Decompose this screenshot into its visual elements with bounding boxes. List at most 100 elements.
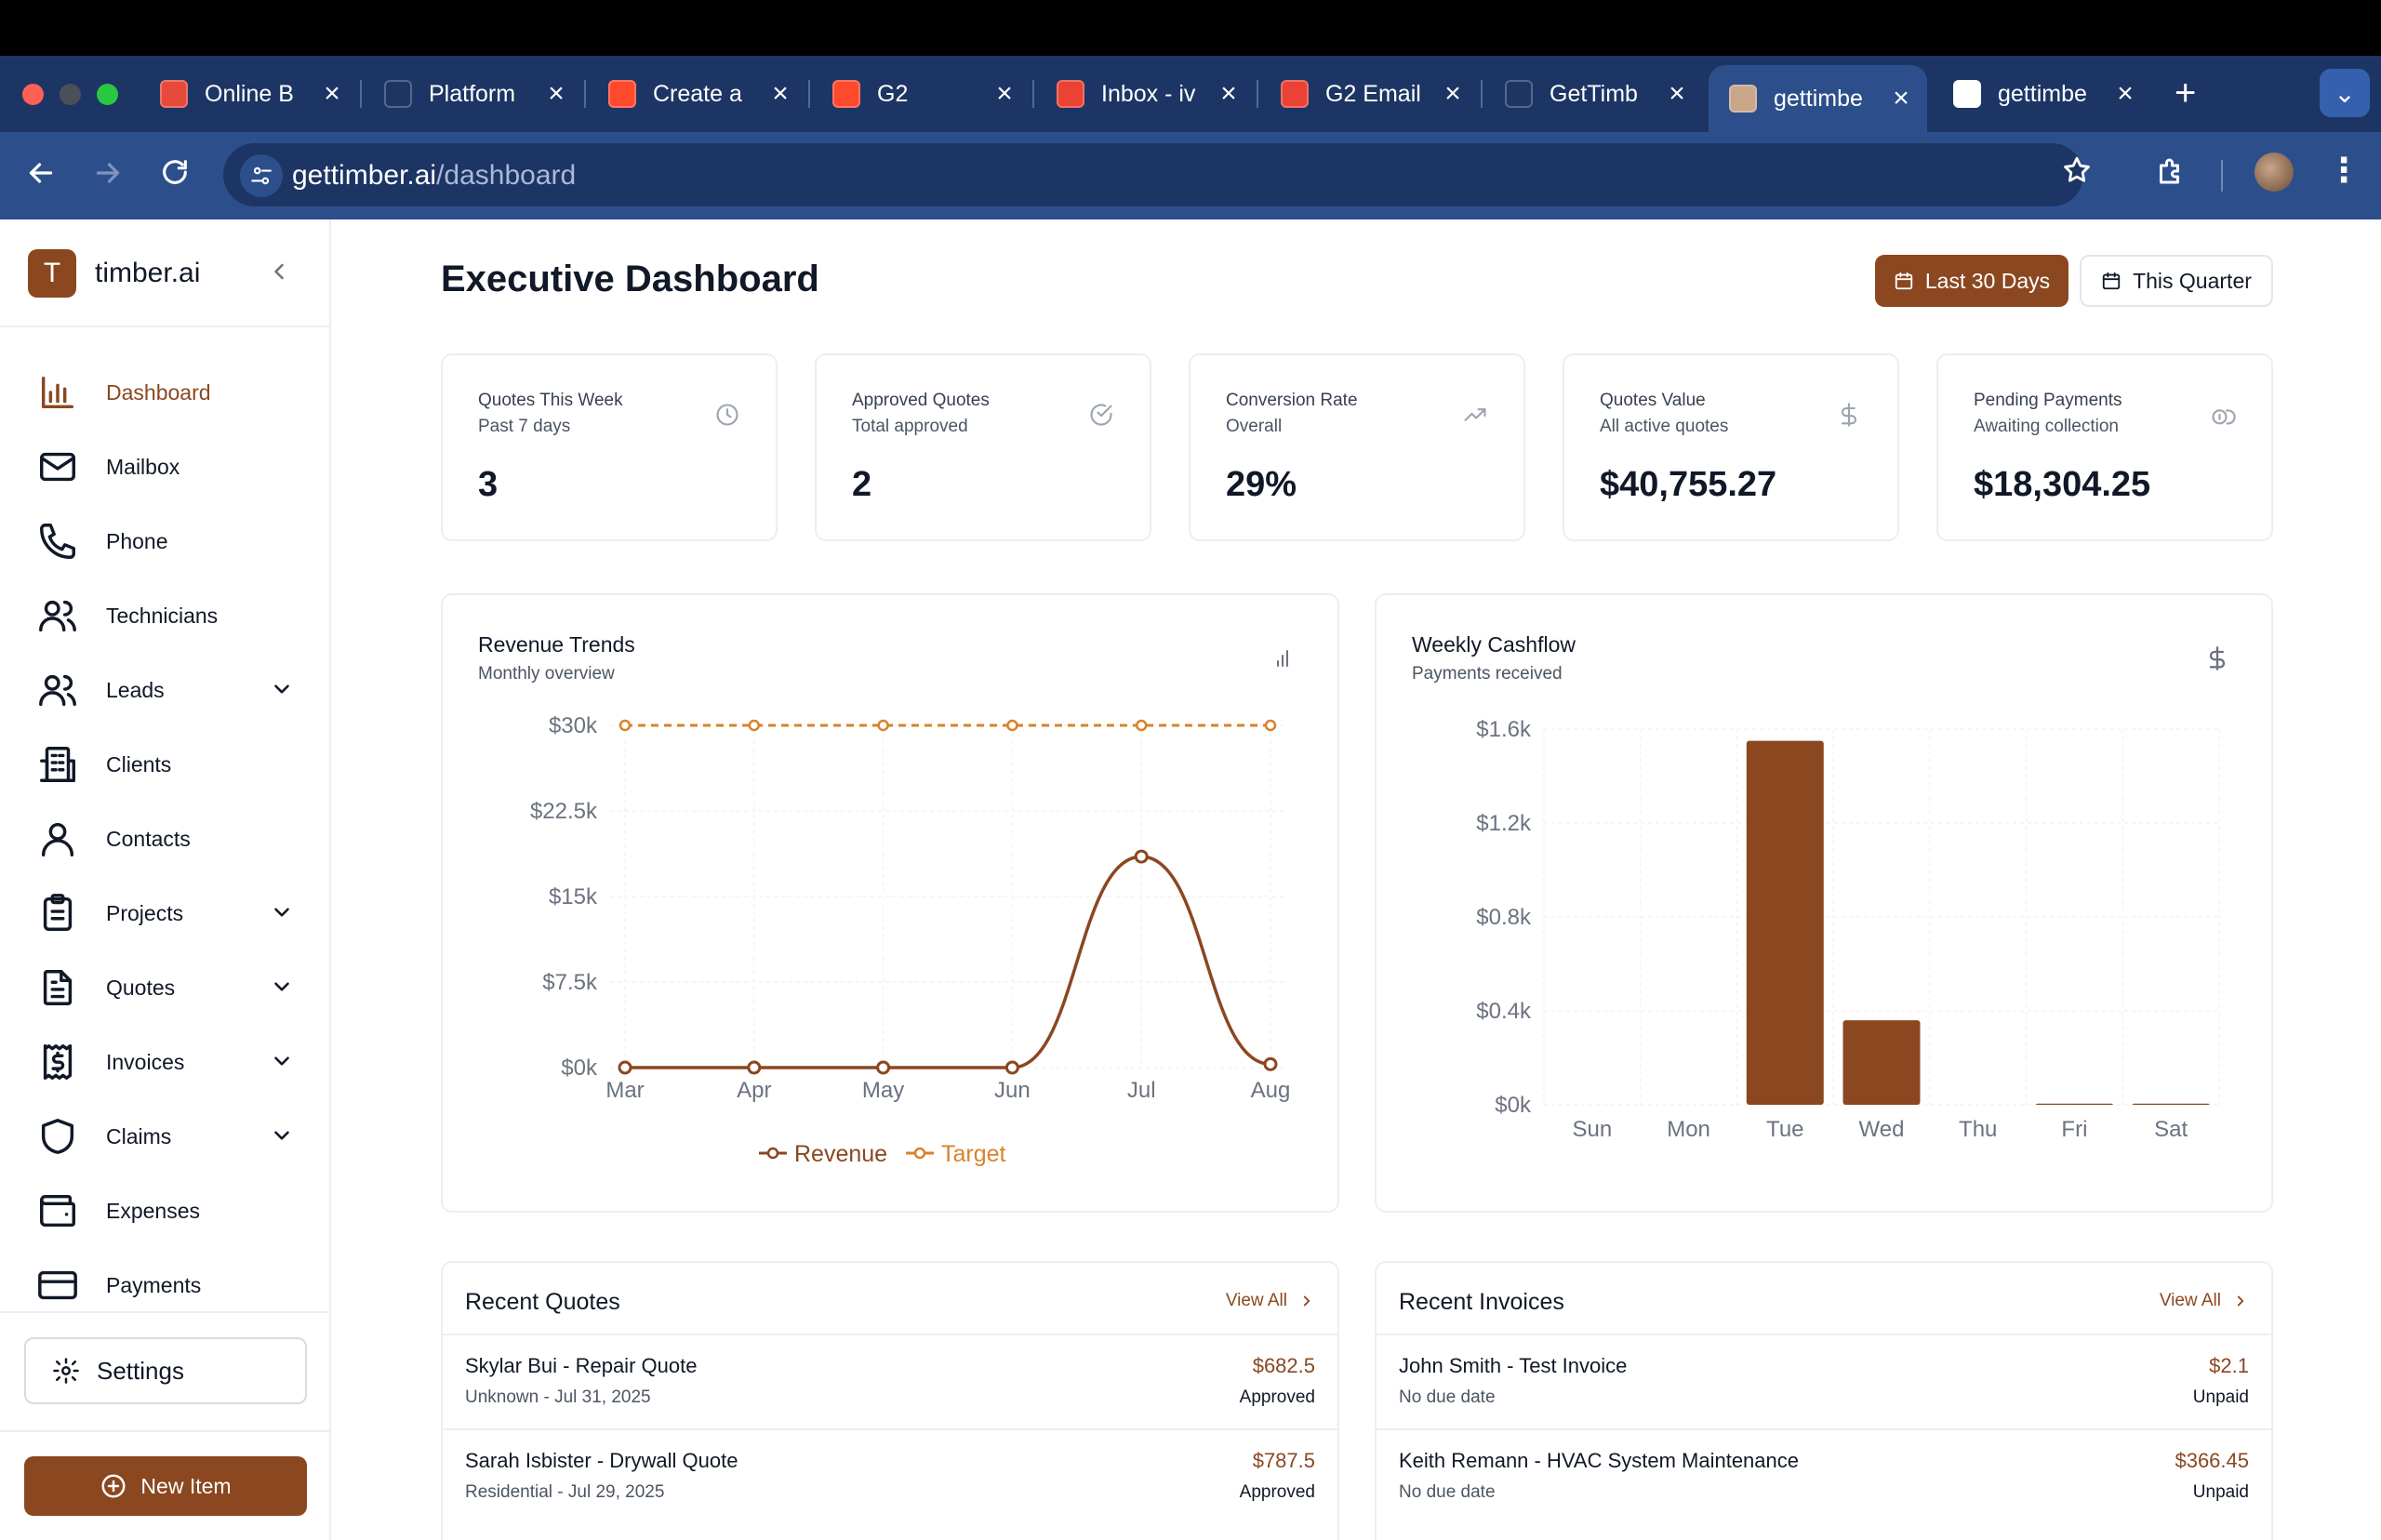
browser-tab[interactable]: G2 Email × xyxy=(1260,65,1479,123)
tab-separator xyxy=(584,80,586,108)
list-item[interactable]: Keith Remann - HVAC System Maintenance No… xyxy=(1377,1428,2271,1521)
y-tick-label: $0k xyxy=(1495,1093,1532,1118)
tab-title: gettimbe xyxy=(1774,85,1863,112)
g2-icon xyxy=(608,80,636,108)
arrow-right-icon xyxy=(96,163,120,183)
browser-tab[interactable]: G2 × xyxy=(812,65,1031,123)
url-text[interactable]: gettimber.ai/dashboard xyxy=(292,160,576,192)
browser-menu-icon[interactable]: ⋮ xyxy=(2327,151,2361,189)
item-subtitle: Unknown - Jul 31, 2025 xyxy=(465,1387,651,1407)
close-icon[interactable]: × xyxy=(1444,78,1461,109)
window-close-button[interactable] xyxy=(22,84,44,105)
list-item[interactable]: Skylar Bui - Repair Quote Unknown - Jul 3… xyxy=(443,1334,1337,1427)
stat-card: Quotes This Week Past 7 days 3 xyxy=(441,353,778,541)
target-point xyxy=(748,719,761,732)
recent-invoices-card: Recent Invoices View All John Smith - Te… xyxy=(1375,1261,2273,1540)
weekly-cashflow-title: Weekly Cashflow xyxy=(1412,632,1576,657)
new-tab-button[interactable]: + xyxy=(2175,73,2197,113)
chevron-down-icon[interactable] xyxy=(270,975,294,999)
stat-value: 2 xyxy=(852,465,872,504)
revenue-point xyxy=(1004,1060,1019,1075)
window-minimize-button[interactable] xyxy=(60,84,81,105)
last-30-days-label: Last 30 Days xyxy=(1924,268,2051,293)
list-item[interactable]: John Smith - Test Invoice No due date $2.1… xyxy=(1377,1334,2271,1427)
browser-tab[interactable]: gettimbe × xyxy=(1933,65,2151,123)
sidebar-item-quotes[interactable]: Quotes xyxy=(0,950,331,1025)
legend-marker xyxy=(913,1147,926,1160)
sidebar-item-phone[interactable]: Phone xyxy=(0,504,331,578)
close-icon[interactable]: × xyxy=(324,78,340,109)
stat-value: $18,304.25 xyxy=(1974,465,2151,504)
item-title: John Smith - Test Invoice xyxy=(1399,1354,1628,1377)
sidebar-item-payments[interactable]: Payments xyxy=(0,1248,331,1322)
sidebar-item-label: Leads xyxy=(106,677,165,702)
view-all-label: View All xyxy=(1225,1291,1287,1310)
browser-tab[interactable]: GetTimb × xyxy=(1484,65,1703,123)
window-zoom-button[interactable] xyxy=(97,84,118,105)
close-icon[interactable]: × xyxy=(772,78,789,109)
sidebar-item-invoices[interactable]: Invoices xyxy=(0,1025,331,1099)
close-icon[interactable]: × xyxy=(1893,83,1909,113)
browser-tab[interactable]: Inbox - iv × xyxy=(1036,65,1255,123)
sidebar-item-dashboard[interactable]: Dashboard xyxy=(0,355,331,430)
item-subtitle: Residential - Jul 29, 2025 xyxy=(465,1482,665,1502)
reload-button[interactable] xyxy=(154,156,195,197)
close-icon[interactable]: × xyxy=(2117,78,2134,109)
sidebar-item-technicians[interactable]: Technicians xyxy=(0,578,331,653)
clipboard-icon xyxy=(35,891,80,936)
sidebar-item-contacts[interactable]: Contacts xyxy=(0,802,331,876)
revenue-point xyxy=(1263,1056,1278,1071)
site-info-icon[interactable] xyxy=(240,154,283,197)
browser-tab[interactable]: Online B × xyxy=(140,65,358,123)
x-tick-label: Sat xyxy=(2154,1117,2188,1142)
receipt-icon xyxy=(35,1040,80,1084)
revenue-series-line xyxy=(625,855,1271,1069)
sidebar-divider xyxy=(0,1430,331,1432)
list-item[interactable]: Sarah Isbister - Drywall Quote Residentia… xyxy=(443,1428,1337,1521)
profile-avatar[interactable] xyxy=(2255,153,2294,192)
collapse-sidebar-button[interactable] xyxy=(266,257,292,293)
chevron-down-icon[interactable] xyxy=(270,1123,294,1148)
address-bar[interactable] xyxy=(223,143,2083,206)
x-tick-label: Tue xyxy=(1766,1117,1803,1142)
stat-title: Approved Quotes xyxy=(852,391,990,410)
tab-title: GetTimb xyxy=(1550,80,1638,107)
tab-title: Inbox - iv xyxy=(1101,80,1196,107)
last-30-days-button[interactable]: Last 30 Days xyxy=(1875,255,2068,307)
this-quarter-button[interactable]: This Quarter xyxy=(2080,255,2273,307)
tab-search-button[interactable]: ⌄ xyxy=(2320,69,2370,117)
recent-quotes-view-all-link[interactable]: View All xyxy=(1226,1291,1315,1311)
bookmark-star-icon[interactable] xyxy=(2061,154,2093,194)
back-button[interactable] xyxy=(20,156,61,199)
mail-icon xyxy=(35,445,80,489)
chevron-down-icon[interactable] xyxy=(270,677,294,701)
wallet-icon xyxy=(35,1188,80,1233)
tab-separator xyxy=(1257,80,1258,108)
extensions-icon[interactable] xyxy=(2154,154,2188,196)
browser-tab[interactable]: Platform × xyxy=(364,65,582,123)
browser-tab[interactable]: Create a × xyxy=(588,65,806,123)
sidebar-item-mailbox[interactable]: Mailbox xyxy=(0,430,331,504)
browser-tab[interactable]: gettimbe × xyxy=(1709,65,1927,132)
forward-button[interactable] xyxy=(87,156,128,199)
close-icon[interactable]: × xyxy=(548,78,565,109)
close-icon[interactable]: × xyxy=(1220,78,1237,109)
chevron-down-icon[interactable] xyxy=(270,900,294,924)
sidebar: T timber.ai Dashboard Mailbox Phone Technic… xyxy=(0,219,331,1540)
brand[interactable]: T timber.ai xyxy=(28,249,200,298)
close-icon[interactable]: × xyxy=(996,78,1013,109)
sidebar-item-claims[interactable]: Claims xyxy=(0,1099,331,1174)
settings-button[interactable]: Settings xyxy=(24,1337,307,1404)
sidebar-item-projects[interactable]: Projects xyxy=(0,876,331,950)
new-item-button[interactable]: New Item xyxy=(24,1456,307,1516)
phone-icon xyxy=(35,519,80,564)
close-icon[interactable]: × xyxy=(1669,78,1685,109)
sidebar-item-leads[interactable]: Leads xyxy=(0,653,331,727)
sidebar-item-expenses[interactable]: Expenses xyxy=(0,1174,331,1248)
sidebar-item-clients[interactable]: Clients xyxy=(0,727,331,802)
stat-title: Quotes This Week xyxy=(478,391,623,410)
chevron-down-icon[interactable] xyxy=(270,1049,294,1073)
recent-invoices-view-all-link[interactable]: View All xyxy=(2160,1291,2249,1311)
x-tick-label: Apr xyxy=(737,1078,771,1103)
stat-value: 29% xyxy=(1226,465,1297,504)
